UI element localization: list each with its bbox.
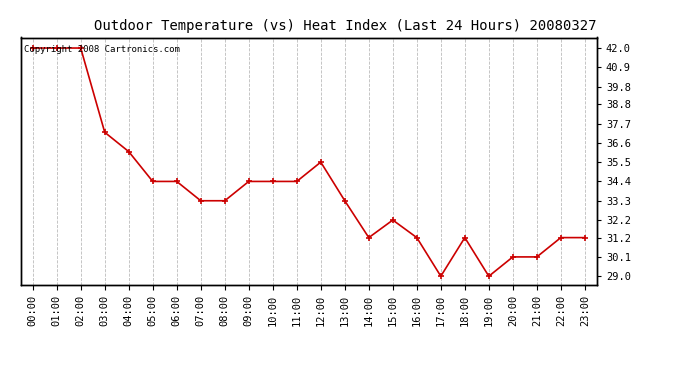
Text: Outdoor Temperature (vs) Heat Index (Last 24 Hours) 20080327: Outdoor Temperature (vs) Heat Index (Las… <box>94 19 596 33</box>
Text: Copyright 2008 Cartronics.com: Copyright 2008 Cartronics.com <box>23 45 179 54</box>
